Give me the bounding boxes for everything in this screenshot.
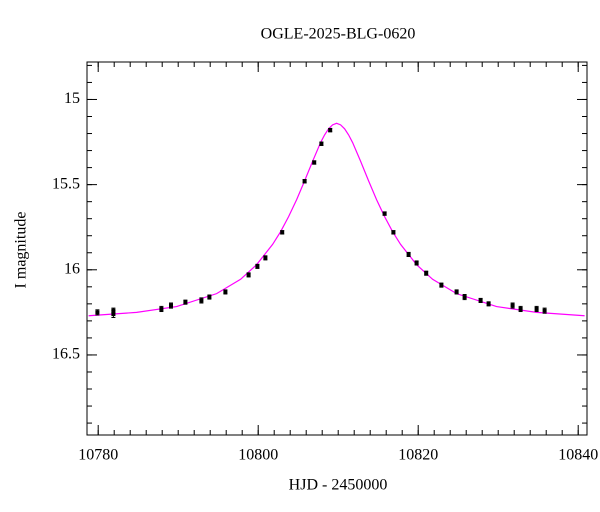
x-tick-label: 10800 [238, 447, 278, 464]
data-point [95, 310, 100, 315]
data-point [169, 303, 173, 308]
data-point [183, 300, 188, 305]
plot-frame [86, 61, 588, 436]
data-point [454, 289, 459, 294]
x-tick-label: 10820 [398, 447, 438, 464]
data-point [255, 264, 260, 269]
data-point [280, 230, 285, 235]
data-point [534, 306, 539, 311]
data-point [486, 301, 491, 306]
data-point [542, 308, 547, 313]
data-point [424, 271, 429, 276]
data-point [111, 312, 116, 317]
data-point [207, 295, 212, 300]
data-point [312, 160, 317, 165]
data-point [414, 260, 419, 265]
data-point [263, 255, 268, 260]
data-point [199, 298, 204, 303]
model-curve [88, 122, 585, 317]
chart-title: OGLE-2025-BLG-0620 [261, 26, 416, 43]
y-tick-label: 16.5 [52, 346, 80, 363]
data-point [478, 298, 483, 303]
data-point [328, 128, 333, 133]
data-point [302, 179, 307, 184]
data-point [462, 295, 467, 300]
y-tick-label: 15 [64, 90, 80, 107]
y-tick-label: 16 [64, 260, 80, 277]
y-tick-label: 15.5 [52, 175, 80, 192]
x-axis-label: HJD - 2450000 [289, 477, 388, 494]
data-point [246, 272, 251, 277]
data-point [111, 308, 116, 313]
data-point [518, 306, 523, 311]
data-point [439, 283, 444, 288]
data-point [382, 211, 387, 216]
x-tick-label: 10840 [558, 447, 598, 464]
data-point [159, 306, 164, 311]
x-tick-label: 10780 [78, 447, 118, 464]
y-axis-label: I magnitude [13, 212, 30, 289]
data-point [223, 289, 228, 294]
data-point [406, 252, 411, 257]
data-point [391, 230, 396, 235]
data-point [510, 303, 515, 308]
data-point [319, 141, 324, 146]
